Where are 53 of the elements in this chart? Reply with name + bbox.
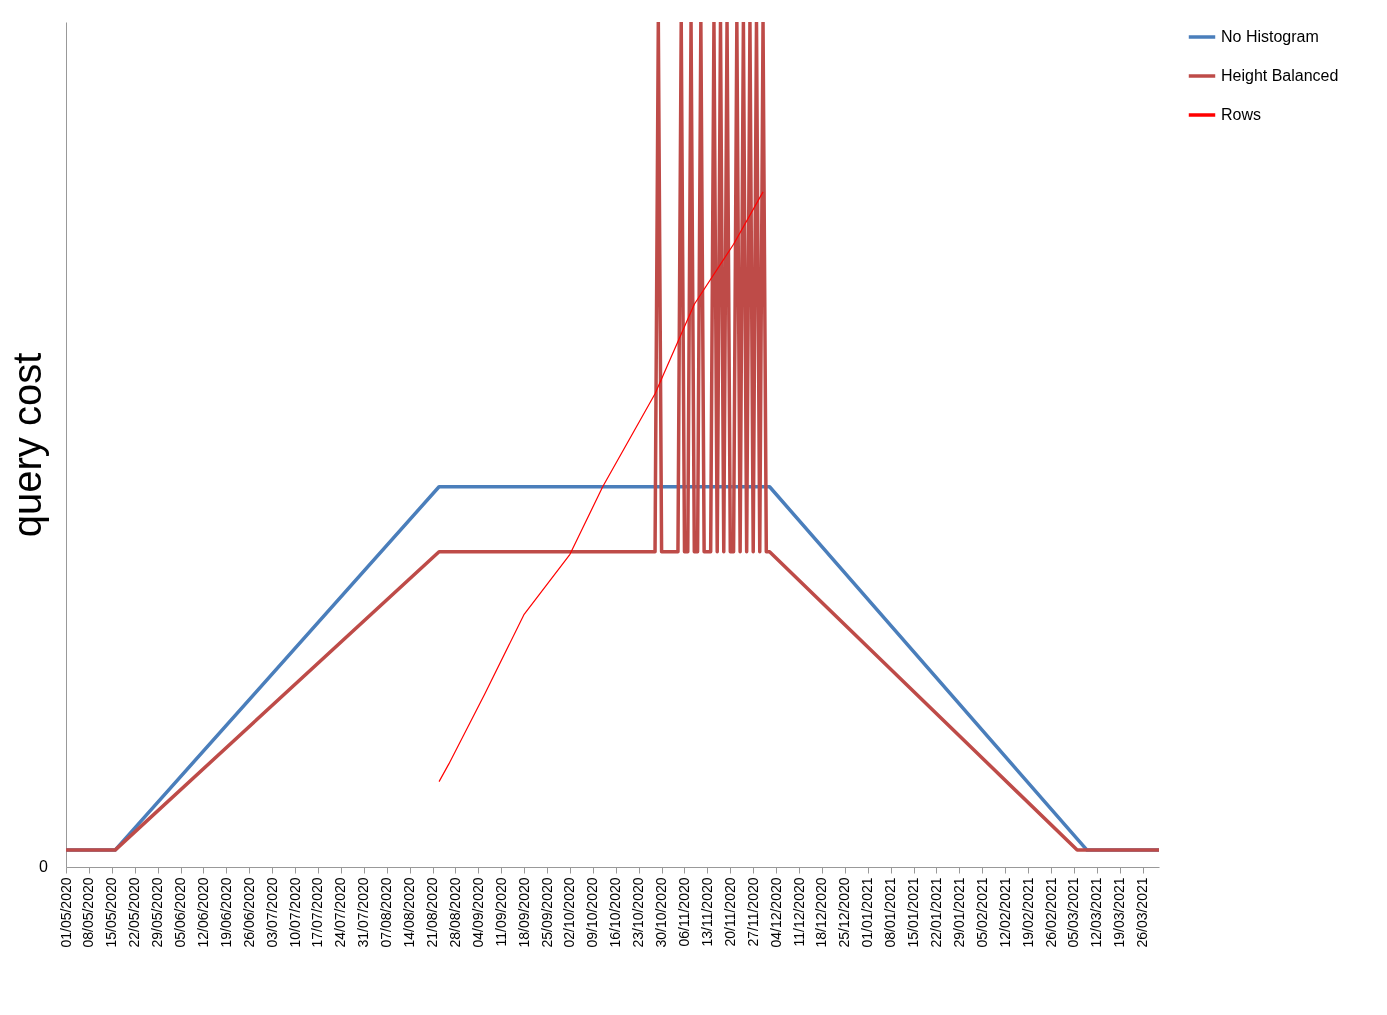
x-tick-label: 06/11/2020 (675, 877, 692, 947)
x-tick-label: 01/05/2020 (57, 877, 74, 948)
x-tick-label: 22/05/2020 (126, 877, 143, 948)
x-tick-label: 25/09/2020 (538, 877, 555, 948)
x-tick-label: 24/07/2020 (332, 877, 349, 948)
x-tick-label: 17/07/2020 (309, 877, 326, 948)
x-tick-label: 02/10/2020 (561, 877, 578, 948)
x-tick-label: 28/08/2020 (446, 877, 463, 948)
x-tick-label: 27/11/2020 (744, 877, 761, 947)
x-tick-label: 08/05/2020 (80, 877, 97, 948)
x-tick-label: 22/01/2021 (927, 877, 944, 948)
legend-label: Rows (1221, 106, 1262, 123)
legend-label: No Histogram (1221, 28, 1319, 45)
x-tick-label: 12/06/2020 (194, 877, 211, 948)
x-tick-label: 07/08/2020 (378, 877, 395, 948)
x-tick-label: 04/12/2020 (767, 877, 784, 948)
y-axis-title: query cost (4, 352, 49, 538)
x-tick-label: 26/06/2020 (240, 877, 257, 948)
x-tick-label: 01/01/2021 (859, 877, 876, 948)
x-tick-label: 03/07/2020 (263, 877, 280, 948)
x-tick-label: 08/01/2021 (882, 877, 899, 948)
x-tick-label: 19/03/2021 (1111, 877, 1128, 948)
x-tick-label: 12/02/2021 (996, 877, 1013, 948)
x-tick-label: 29/05/2020 (149, 877, 166, 948)
x-tick-label: 13/11/2020 (698, 877, 715, 947)
x-tick-label: 16/10/2020 (607, 877, 624, 948)
x-tick-label: 26/02/2021 (1042, 877, 1059, 948)
x-tick-label: 11/12/2020 (790, 877, 807, 947)
x-tick-label: 05/06/2020 (172, 877, 189, 948)
x-tick-label: 19/02/2021 (1019, 877, 1036, 948)
x-tick-label: 30/10/2020 (653, 877, 670, 948)
x-tick-label: 05/02/2021 (973, 877, 990, 948)
x-tick-label: 18/12/2020 (813, 877, 830, 948)
legend-label: Height Balanced (1221, 67, 1339, 84)
x-tick-label: 05/03/2021 (1065, 877, 1082, 948)
x-tick-label: 12/03/2021 (1088, 877, 1105, 948)
x-tick-label: 23/10/2020 (630, 877, 647, 948)
x-tick-label: 14/08/2020 (401, 877, 418, 948)
x-tick-label: 31/07/2020 (355, 877, 372, 948)
x-tick-label: 26/03/2021 (1134, 877, 1151, 948)
x-tick-label: 25/12/2020 (836, 877, 853, 948)
x-tick-label: 11/09/2020 (492, 877, 509, 947)
x-tick-label: 15/01/2021 (905, 877, 922, 948)
x-tick-label: 10/07/2020 (286, 877, 303, 948)
x-tick-label: 15/05/2020 (103, 877, 120, 948)
x-tick-label: 09/10/2020 (584, 877, 601, 948)
x-tick-label: 19/06/2020 (217, 877, 234, 948)
x-tick-label: 04/09/2020 (469, 877, 486, 948)
x-tick-label: 29/01/2021 (950, 877, 967, 948)
x-tick-label: 21/08/2020 (424, 877, 441, 948)
x-tick-label: 20/11/2020 (721, 877, 738, 947)
x-tick-label: 18/09/2020 (515, 877, 532, 948)
text: 0 (39, 858, 49, 875)
